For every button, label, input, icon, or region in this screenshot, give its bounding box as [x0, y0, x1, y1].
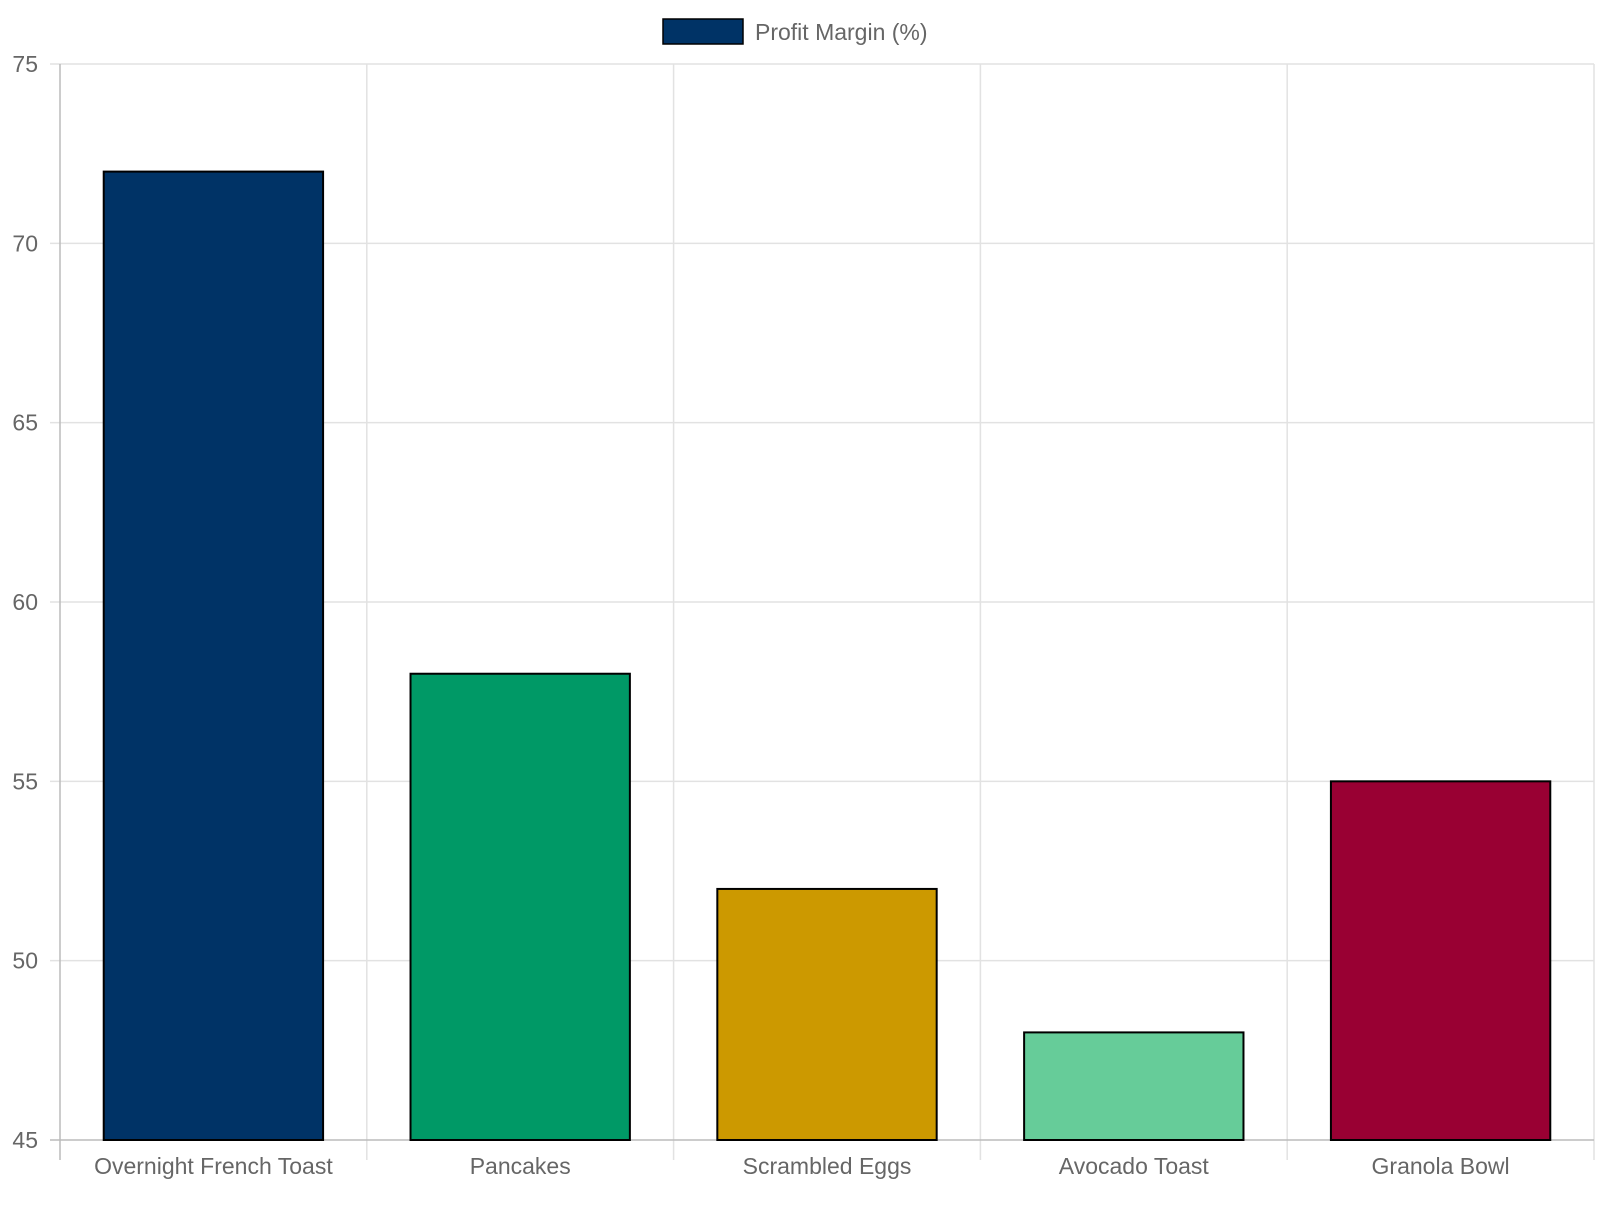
bar[interactable]: [409, 672, 631, 1141]
bars: [102, 170, 1552, 1142]
x-tick-label: Overnight French Toast: [94, 1153, 333, 1179]
bar[interactable]: [1023, 1031, 1245, 1142]
bar[interactable]: [716, 887, 938, 1142]
legend-label: Profit Margin (%): [755, 19, 928, 45]
x-tick-label: Granola Bowl: [1372, 1153, 1510, 1179]
y-tick-label: 70: [12, 230, 38, 256]
y-axis-tick-labels: 45 50 55 60 65 70 75: [12, 51, 38, 1153]
x-axis-tick-labels: Overnight French Toast Pancakes Scrambled …: [94, 1153, 1510, 1179]
y-tick-label: 60: [12, 589, 38, 615]
y-tick-label: 75: [12, 51, 38, 77]
y-tick-label: 45: [12, 1127, 38, 1153]
y-tick-label: 50: [12, 948, 38, 974]
legend-swatch: [662, 18, 744, 45]
legend[interactable]: Profit Margin (%): [662, 18, 928, 45]
x-tick-label: Scrambled Eggs: [743, 1153, 912, 1179]
x-tick-label: Avocado Toast: [1059, 1153, 1210, 1179]
y-tick-label: 65: [12, 410, 38, 436]
bar[interactable]: [1329, 780, 1552, 1141]
bar[interactable]: [102, 170, 325, 1142]
y-tick-label: 55: [12, 768, 38, 794]
x-tick-label: Pancakes: [470, 1153, 571, 1179]
